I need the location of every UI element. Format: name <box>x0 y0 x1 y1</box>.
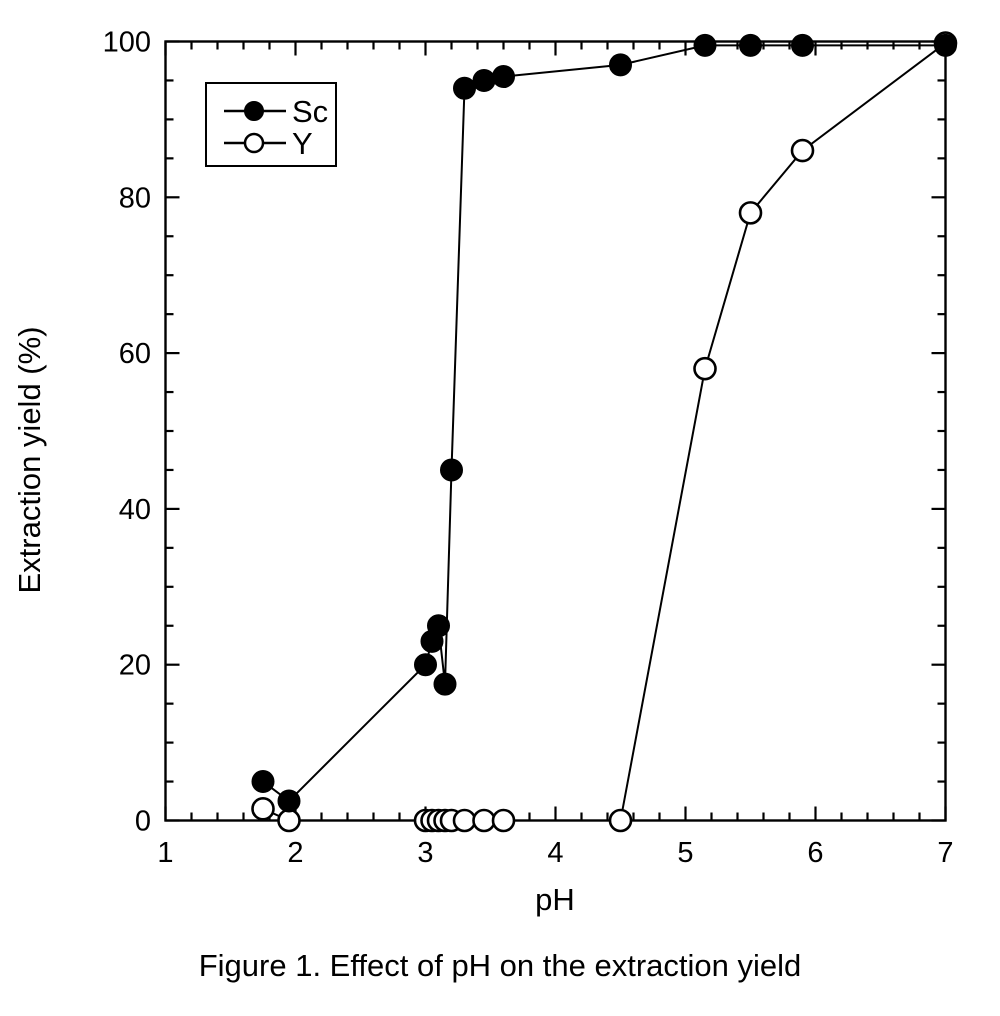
y-series <box>251 31 958 833</box>
y-point <box>491 808 516 833</box>
x-tick-label: 2 <box>287 837 303 869</box>
y-point <box>693 356 717 381</box>
sc-point <box>440 458 463 482</box>
sc-point <box>492 65 515 89</box>
x-tick-label: 1 <box>157 837 173 869</box>
legend-entry-y: Y <box>224 127 335 159</box>
x-tick-label: 7 <box>937 837 953 869</box>
figure-caption: Figure 1. Effect of pH on the extraction… <box>198 948 802 983</box>
sc-line <box>262 44 946 803</box>
x-tick-label: 6 <box>807 837 823 869</box>
sc-point <box>277 789 301 813</box>
sc-point <box>934 33 957 57</box>
sc-point <box>739 33 762 57</box>
y-axis-label: Extraction yield (%) <box>12 326 47 594</box>
y-tick-label: 80 <box>119 182 151 214</box>
y-point <box>472 808 496 833</box>
y-tick-label: 40 <box>119 494 151 526</box>
y-point <box>738 201 763 225</box>
y-tick-label: 100 <box>103 27 151 59</box>
sc-point <box>693 33 717 57</box>
x-axis-label: pH <box>535 882 575 917</box>
y-tick-label: 20 <box>119 650 151 682</box>
x-tick-label: 5 <box>677 837 693 869</box>
legend-entry-sc: Sc <box>224 95 335 127</box>
y-point <box>452 808 477 833</box>
sc-point <box>427 614 450 638</box>
legend-label-y: Y <box>292 125 313 161</box>
sc-point <box>251 770 275 794</box>
y-point <box>790 138 815 163</box>
x-tick-label: 4 <box>547 837 563 869</box>
y-point <box>251 797 275 821</box>
y-open-circle-marker-icon <box>224 132 286 154</box>
sc-point <box>609 53 632 77</box>
x-tick-label: 3 <box>417 837 433 869</box>
legend: Sc Y <box>205 82 337 167</box>
y-point <box>277 808 301 833</box>
sc-point <box>472 68 496 92</box>
legend-label-sc: Sc <box>292 93 329 129</box>
sc-filled-circle-marker-icon <box>224 101 286 121</box>
sc-point <box>414 653 437 677</box>
sc-point <box>791 33 814 57</box>
sc-point <box>433 672 457 696</box>
y-tick-label: 60 <box>119 338 151 370</box>
y-line <box>262 42 947 822</box>
sc-series <box>251 33 957 813</box>
y-tick-label: 0 <box>135 806 151 838</box>
y-point <box>608 808 633 833</box>
sc-point <box>453 76 476 100</box>
